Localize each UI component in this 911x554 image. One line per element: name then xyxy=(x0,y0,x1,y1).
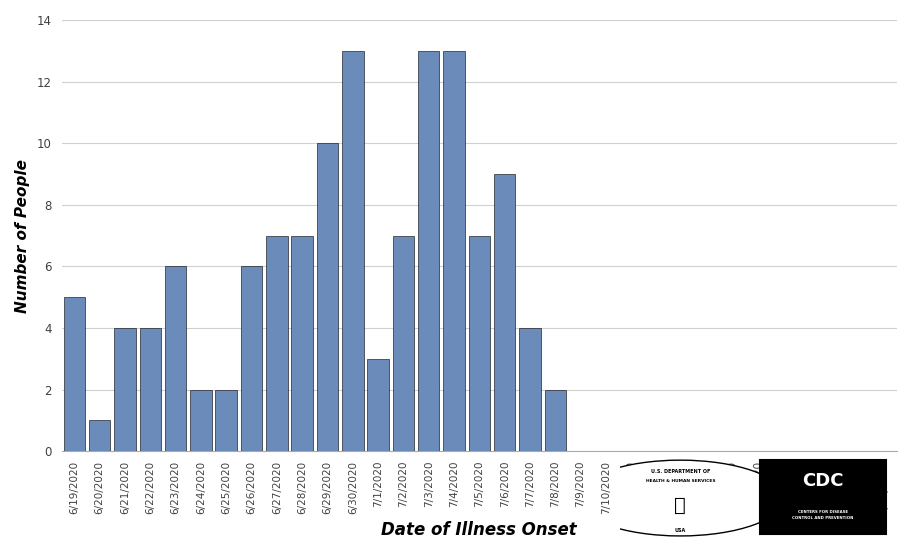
Text: 🦅: 🦅 xyxy=(674,495,685,515)
X-axis label: Date of Illness Onset: Date of Illness Onset xyxy=(381,521,577,539)
Text: U.S. DEPARTMENT OF: U.S. DEPARTMENT OF xyxy=(650,469,710,474)
Bar xyxy=(291,235,312,451)
Bar xyxy=(544,389,566,451)
Y-axis label: Number of People: Number of People xyxy=(15,158,30,312)
Text: HEALTH & HUMAN SERVICES: HEALTH & HUMAN SERVICES xyxy=(645,479,714,483)
Text: CDC: CDC xyxy=(801,472,843,490)
Bar xyxy=(468,235,489,451)
Bar xyxy=(316,143,338,451)
Text: USA: USA xyxy=(674,529,685,534)
Bar xyxy=(342,51,363,451)
Bar xyxy=(165,266,186,451)
Bar xyxy=(88,420,110,451)
Bar xyxy=(518,328,540,451)
Bar xyxy=(64,297,85,451)
Bar xyxy=(241,266,262,451)
Bar xyxy=(367,359,388,451)
FancyBboxPatch shape xyxy=(759,460,885,534)
Bar xyxy=(114,328,136,451)
Bar xyxy=(139,328,161,451)
Bar xyxy=(494,174,515,451)
Bar xyxy=(393,235,414,451)
Bar xyxy=(215,389,237,451)
Bar xyxy=(266,235,287,451)
Bar xyxy=(417,51,439,451)
Bar xyxy=(443,51,465,451)
Text: CENTERS FOR DISEASE
CONTROL AND PREVENTION: CENTERS FOR DISEASE CONTROL AND PREVENTI… xyxy=(791,510,853,520)
Circle shape xyxy=(576,460,783,536)
Bar xyxy=(189,389,211,451)
